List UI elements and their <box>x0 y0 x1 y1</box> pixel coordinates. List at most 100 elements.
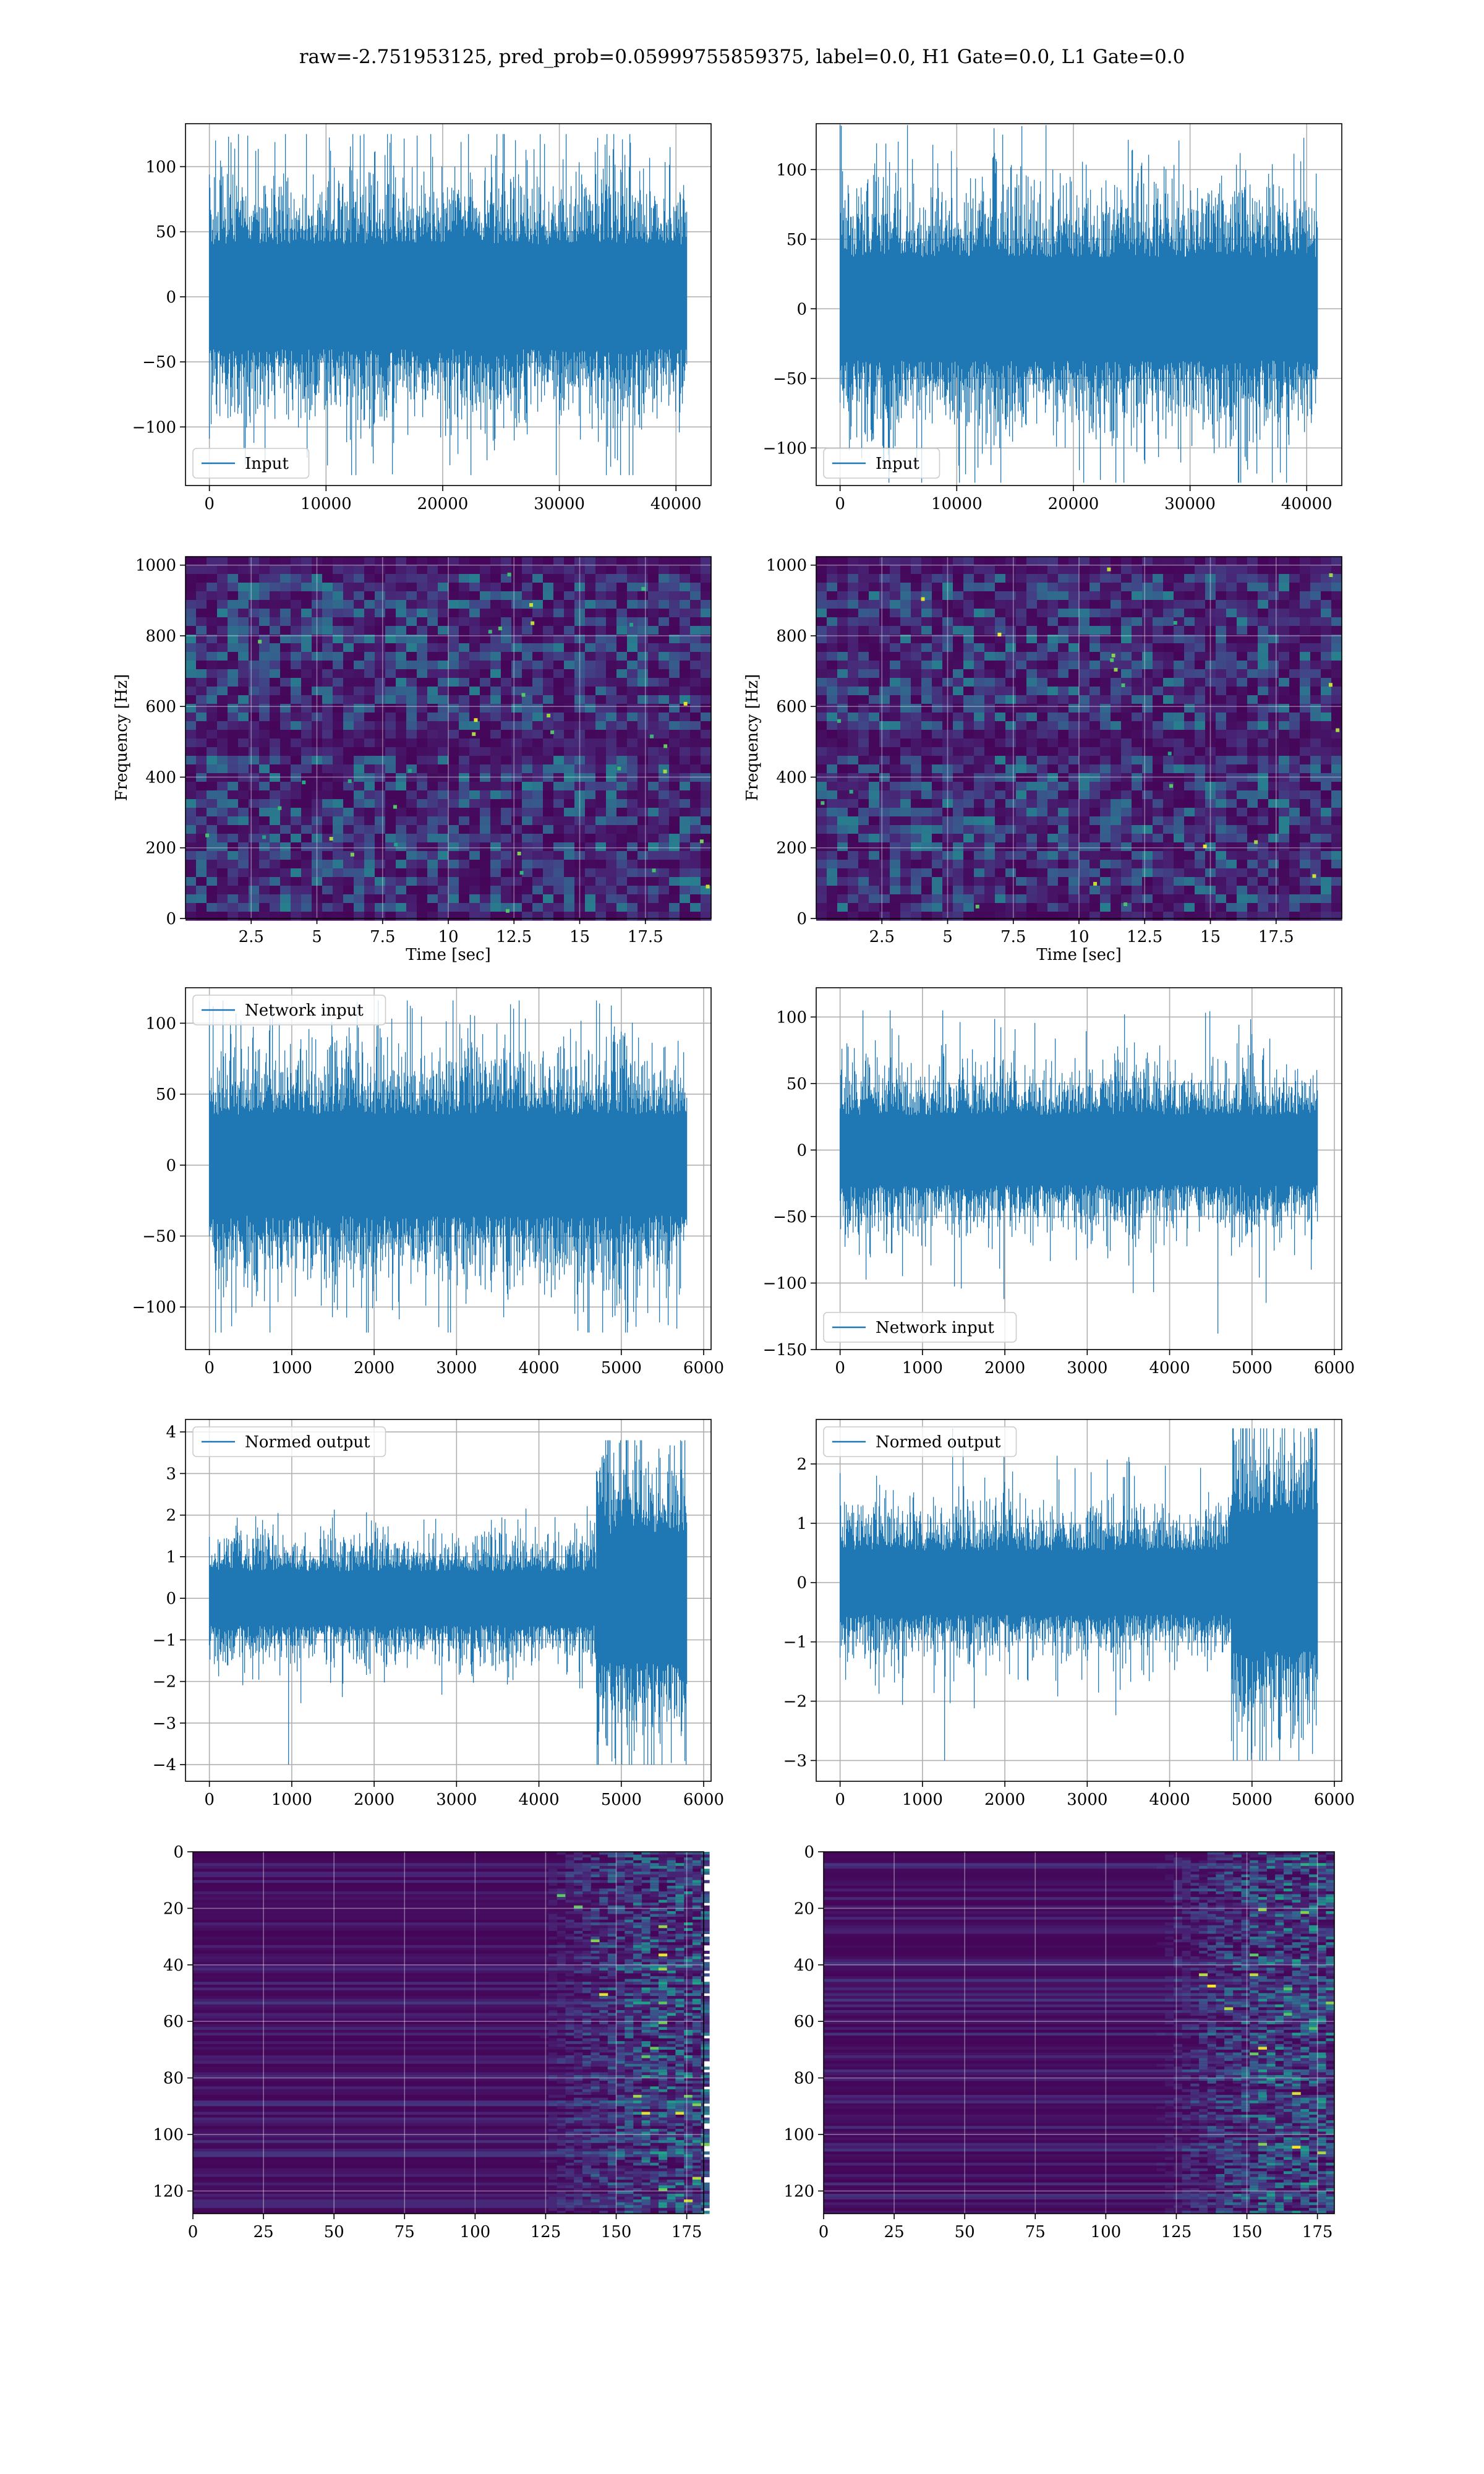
h1-spectrogram-cell <box>574 721 586 730</box>
l1-spectrogram-cell <box>1163 574 1174 583</box>
h1-normed-output-ytick-label-0: −4 <box>153 1756 176 1774</box>
h1-spectrogram-cell <box>585 773 596 782</box>
h1-spectrogram-cell <box>469 903 480 912</box>
h1-spectrogram-cell <box>186 721 197 730</box>
h1-feature-map-cell <box>574 1877 583 1881</box>
l1-spectrogram-cell <box>1331 851 1342 860</box>
h1-spectrogram-cell <box>354 704 365 713</box>
h1-spectrogram-cell <box>480 574 491 583</box>
h1-spectrogram-cell <box>574 583 586 592</box>
l1-spectrogram-cell <box>869 713 880 722</box>
l1-spectrogram-cell <box>869 583 880 592</box>
h1-spectrogram-cell <box>417 842 428 852</box>
h1-spectrogram-cell <box>291 764 302 774</box>
h1-spectrogram-cell <box>448 730 459 739</box>
l1-spectrogram-cell <box>1100 643 1111 653</box>
l1-spectrogram-cell <box>1100 903 1111 912</box>
l1-spectrogram-cell <box>942 773 953 782</box>
l1-spectrogram-cell <box>1258 747 1269 756</box>
h1-spectrogram-cell <box>595 600 607 609</box>
h1-spectrogram-cell <box>490 574 501 583</box>
h1-feature-map-cell <box>582 1888 591 1892</box>
h1-spectrogram-cell <box>333 782 344 791</box>
h1-spectrogram-cell <box>280 790 291 800</box>
h1-spectrogram-cell <box>301 764 312 774</box>
h1-feature-map-cell <box>684 1885 693 1889</box>
h1-spectrogram-cell <box>259 825 270 834</box>
h1-spectrogram-cell <box>249 764 260 774</box>
h1-spectrogram-cell <box>217 782 228 791</box>
l1-spectrogram-cell <box>1153 669 1164 678</box>
h1-spectrogram-cell <box>564 756 575 765</box>
h1-spectrogram-cell <box>627 825 638 834</box>
l1-spectrogram-cell <box>1205 704 1216 713</box>
l1-spectrogram-cell <box>1068 790 1080 800</box>
l1-spectrogram-cell <box>1153 834 1164 843</box>
l1-spectrogram-cell <box>953 617 964 627</box>
l1-spectrogram-cell <box>1331 704 1342 713</box>
l1-spectrogram-cell <box>858 756 869 765</box>
h1-feature-map-cell <box>591 1917 600 1920</box>
l1-spectrogram-cell <box>1289 773 1300 782</box>
l1-normed-output-xtick-label-5: 5000 <box>1232 1791 1273 1809</box>
l1-spectrogram-cell <box>911 695 922 704</box>
l1-spectrogram-cell <box>1121 557 1132 566</box>
h1-feature-map-cell <box>599 1899 608 1903</box>
l1-spectrogram-cell <box>942 565 953 575</box>
l1-spectrogram-cell <box>1016 617 1027 627</box>
l1-spectrogram-cell <box>1321 756 1332 765</box>
h1-spectrogram-cell <box>469 695 480 704</box>
l1-spectrogram-cell <box>1079 842 1090 852</box>
l1-spectrogram-cell <box>1321 764 1332 774</box>
l1-spectrogram-cell <box>1300 617 1311 627</box>
h1-spectrogram-cell <box>280 635 291 644</box>
l1-spectrogram-cell <box>1037 574 1048 583</box>
h1-feature-map-cell <box>625 1917 634 1920</box>
l1-spectrogram-cell <box>837 704 848 713</box>
h1-feature-map-cell <box>548 1919 558 1923</box>
h1-spectrogram-cell <box>396 661 407 670</box>
h1-spectrogram-cell <box>532 687 544 696</box>
h1-normed-output-xtick-label-1: 1000 <box>271 1791 312 1809</box>
l1-spectrogram-cell <box>995 877 1006 886</box>
l1-spectrogram-cell <box>995 574 1006 583</box>
h1-spectrogram-cell <box>690 816 701 826</box>
h1-feature-map-cell <box>582 1919 591 1923</box>
l1-spectrogram-cell <box>1090 851 1101 860</box>
l1-spectrogram-grid <box>816 557 1342 919</box>
l1-spectrogram-cell <box>942 886 953 895</box>
h1-spectrogram-cell <box>238 721 249 730</box>
h1-spectrogram-cell <box>669 756 680 765</box>
h1-feature-map-cell <box>625 1930 634 1935</box>
l1-spectrogram-cell <box>1216 894 1227 904</box>
l1-spectrogram-cell <box>1289 808 1300 817</box>
h1-spectrogram-cell <box>186 842 197 852</box>
l1-spectrogram-cell <box>1026 851 1038 860</box>
h1-spectrogram-cell <box>659 808 670 817</box>
l1-spectrogram-cell <box>1174 782 1185 791</box>
h1-spectrogram-cell <box>396 851 407 860</box>
l1-spectrogram-cell <box>1111 912 1122 921</box>
h1-feature-map-cell <box>667 1919 676 1923</box>
l1-spectrogram-cell <box>1100 574 1111 583</box>
h1-spectrogram-cell <box>448 912 459 921</box>
h1-spectrogram-cell <box>333 626 344 635</box>
h1-feature-map-cell <box>599 1863 608 1867</box>
l1-spectrogram-cell <box>1153 816 1164 826</box>
h1-spectrogram-cell <box>501 617 512 627</box>
l1-spectrogram-cell <box>1111 687 1122 696</box>
l1-spectrogram-cell <box>1132 557 1143 566</box>
h1-spectrogram-cell <box>595 825 607 834</box>
h1-spectrogram-bright-point <box>663 769 667 774</box>
h1-spectrogram-cell <box>427 877 438 886</box>
l1-spectrogram-cell <box>1174 756 1185 765</box>
l1-spectrogram-cell <box>984 574 996 583</box>
l1-spectrogram-cell <box>1079 808 1090 817</box>
h1-spectrogram-cell <box>270 617 281 627</box>
l1-spectrogram-cell <box>1268 747 1279 756</box>
l1-normed-output-series-line <box>839 1428 1318 1761</box>
h1-spectrogram-cell <box>333 669 344 678</box>
h1-spectrogram-cell <box>396 868 407 878</box>
h1-spectrogram-cell <box>238 661 249 670</box>
h1-spectrogram-cell <box>501 912 512 921</box>
